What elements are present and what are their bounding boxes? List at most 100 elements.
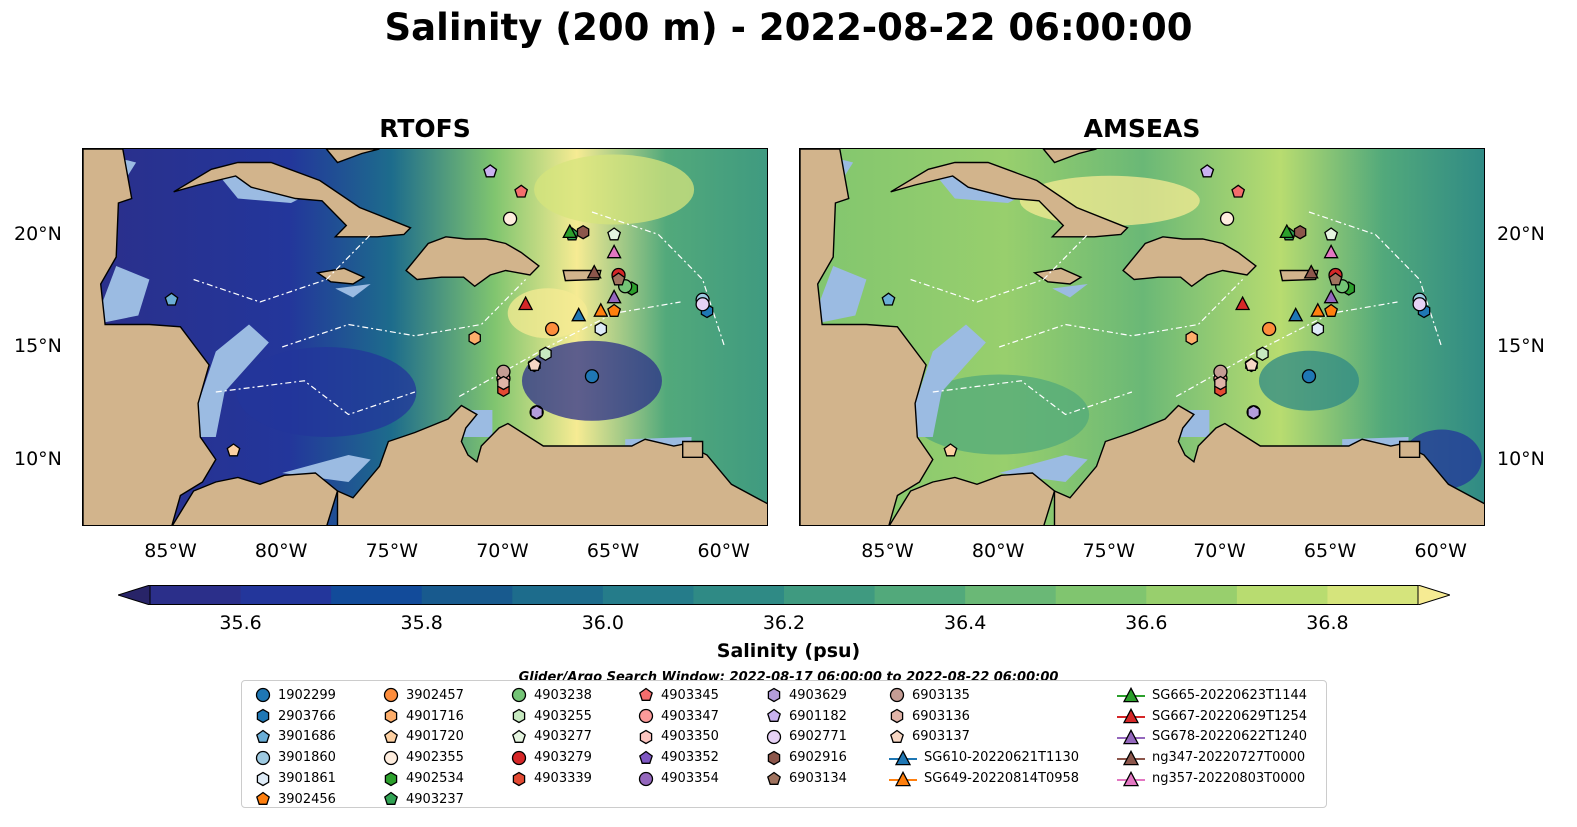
colorbar-bin xyxy=(693,585,785,605)
legend-item: 3902457 xyxy=(382,685,464,706)
legend-label: 4903238 xyxy=(534,687,592,703)
legend-label: SG667-20220629T1254 xyxy=(1152,708,1308,724)
platform-marker xyxy=(1311,321,1325,337)
colorbar-extend-high xyxy=(1417,585,1450,605)
legend-item: SG665-20220623T1144 xyxy=(1116,685,1307,706)
platform-marker xyxy=(586,264,602,279)
legend-item: 6902771 xyxy=(765,727,847,748)
legend-marker-icon xyxy=(638,771,654,786)
triangle-mark xyxy=(1122,687,1140,703)
circle-mark xyxy=(638,771,654,786)
triangle-line-mark xyxy=(606,289,622,304)
legend-marker-icon xyxy=(384,771,398,786)
legend-item: 3902456 xyxy=(254,789,336,810)
legend-marker-icon xyxy=(638,709,654,724)
legend-marker-icon xyxy=(890,708,904,724)
land-mexico xyxy=(800,149,934,525)
platform-marker xyxy=(607,227,622,241)
hexagon-mark xyxy=(530,405,543,420)
legend-marker-icon xyxy=(767,708,781,723)
circle-mark xyxy=(544,321,560,337)
circle-mark xyxy=(255,750,271,765)
legend-item: SG610-20220621T1130 xyxy=(888,747,1079,768)
colorbar-bin xyxy=(1327,585,1419,605)
legend-item: 4901716 xyxy=(382,706,464,727)
legend-marker-icon xyxy=(766,729,782,745)
legend-item: 6903134 xyxy=(765,768,847,789)
hexagon-mark xyxy=(539,346,552,362)
legend-column: 4903238 4903255 4903277 4903279 4903339 xyxy=(510,685,592,789)
pentagon-mark xyxy=(767,771,781,785)
legend-marker-icon xyxy=(383,750,399,765)
legend-label: 3901861 xyxy=(278,771,336,787)
legend-item: 3901686 xyxy=(254,727,336,748)
lon-tick-label: 80°W xyxy=(254,540,308,562)
legend-marker-icon xyxy=(767,750,781,766)
legend-label: 4903629 xyxy=(789,687,847,703)
triangle-line-mark xyxy=(571,307,587,322)
search-window-caption: Glider/Argo Search Window: 2022-08-17 06… xyxy=(518,670,1059,680)
pentagon-mark xyxy=(512,729,526,743)
platform-marker xyxy=(607,303,622,317)
platform-marker xyxy=(514,184,529,198)
platform-marker xyxy=(562,223,578,239)
pentagon-mark xyxy=(639,688,653,702)
legend-item: 4903237 xyxy=(382,789,464,810)
land-hispaniola xyxy=(1122,236,1257,288)
legend-marker-icon xyxy=(256,771,270,786)
triangle-mark xyxy=(1122,728,1140,745)
legend-item: 4903347 xyxy=(637,706,719,727)
platform-marker xyxy=(530,405,543,420)
map-panel-amseas[interactable] xyxy=(799,148,1485,526)
triangle-mark xyxy=(894,749,912,766)
legend-label: 6903136 xyxy=(912,708,970,724)
platform-marker xyxy=(1323,244,1339,259)
land-mexico xyxy=(83,149,217,525)
legend-marker-icon xyxy=(1117,749,1145,766)
land-bahamas xyxy=(325,149,380,164)
map-panel-rtofs[interactable] xyxy=(82,148,768,526)
platform-marker xyxy=(1328,272,1343,286)
legend-item: 6902916 xyxy=(765,747,847,768)
legend-label: SG665-20220623T1144 xyxy=(1152,687,1308,703)
legend-marker-icon xyxy=(639,729,653,745)
colorbar-bin xyxy=(1055,585,1147,605)
hexagon-mark xyxy=(1311,321,1325,337)
hexagon-mark xyxy=(497,375,510,391)
lon-tick-label: 75°W xyxy=(1082,540,1136,562)
platform-marker xyxy=(483,164,498,178)
circle-mark xyxy=(1261,321,1277,337)
platform-marker xyxy=(1293,224,1307,240)
legend-marker-icon xyxy=(889,749,917,766)
platform-marker xyxy=(606,289,622,304)
hexagon-mark xyxy=(1214,375,1227,391)
legend-item: 3901861 xyxy=(254,768,336,789)
legend-marker-icon xyxy=(1117,770,1145,786)
colorbar-bin xyxy=(965,585,1057,605)
colorbar-tick-label: 35.6 xyxy=(219,612,262,634)
land-south-america xyxy=(336,404,767,525)
land-jamaica xyxy=(315,267,366,285)
platform-marker xyxy=(1185,330,1198,346)
circle-mark xyxy=(1301,369,1317,384)
legend-marker-icon xyxy=(256,708,270,724)
lon-tick-label: 65°W xyxy=(1303,540,1357,562)
pentagon-mark xyxy=(226,443,241,457)
legend-label: 1902299 xyxy=(278,687,336,703)
legend-label: 3901860 xyxy=(278,750,336,766)
circle-mark xyxy=(511,750,527,765)
legend-label: 2903766 xyxy=(278,708,336,724)
platform-marker xyxy=(1303,264,1319,279)
triangle-line-mark xyxy=(1323,289,1339,304)
circle-mark xyxy=(255,688,271,703)
pentagon-mark xyxy=(611,272,626,286)
triangle-line-mark xyxy=(606,244,622,259)
land-trinidad xyxy=(682,440,704,458)
legend-marker-icon xyxy=(255,750,271,765)
lon-tick-label: 70°W xyxy=(1193,540,1246,562)
triangle-mark xyxy=(1122,770,1140,786)
shelf-region xyxy=(1052,284,1088,298)
legend-label: 4903352 xyxy=(661,750,719,766)
legend-column: SG665-20220623T1144 SG667-20220629T1254 SG… xyxy=(1116,685,1307,789)
triangle-mark xyxy=(1122,708,1140,724)
